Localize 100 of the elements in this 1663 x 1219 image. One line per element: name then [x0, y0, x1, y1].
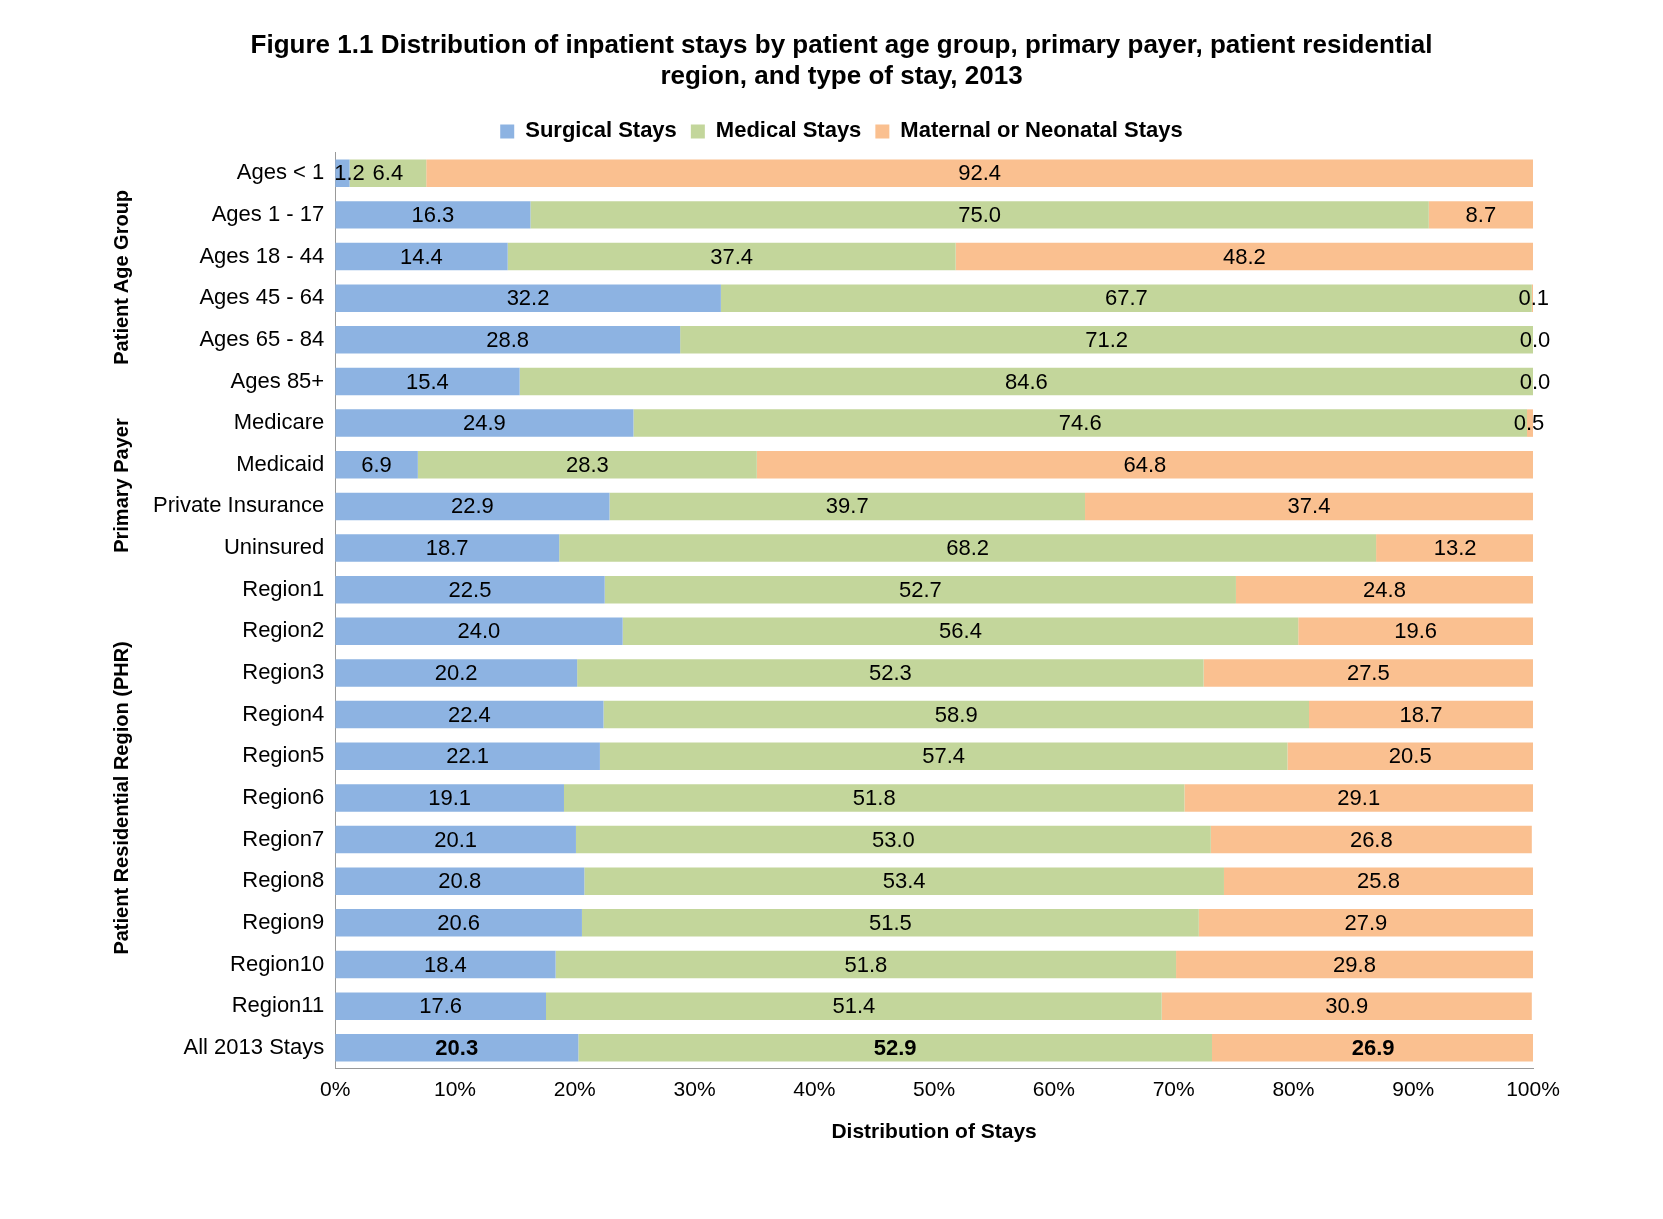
- bar: [546, 992, 1162, 1020]
- data-label: 6.9: [361, 451, 392, 477]
- y-tick-label: Region1: [242, 575, 325, 601]
- y-tick-label: Ages 85+: [230, 367, 325, 393]
- data-label: 26.8: [1349, 826, 1393, 852]
- bar: [335, 950, 556, 979]
- data-label: 48.2: [1222, 243, 1266, 269]
- data-label: 57.4: [922, 743, 966, 769]
- data-label: 20.5: [1388, 743, 1432, 769]
- y-tick-label: Region4: [242, 700, 325, 726]
- data-label: 52.3: [868, 660, 912, 686]
- bar: [581, 909, 1199, 937]
- data-label: 52.7: [898, 576, 942, 602]
- data-label: 26.9: [1351, 1034, 1395, 1060]
- data-label: 53.4: [882, 868, 926, 894]
- data-label: 29.1: [1337, 784, 1381, 810]
- y-tick-label: Region11: [231, 992, 325, 1018]
- text: Patient Age Group: [109, 189, 132, 365]
- y-tick-label: Ages 65 - 84: [199, 325, 325, 351]
- bar: [603, 700, 1310, 729]
- y-tick-label: Region9: [242, 908, 325, 934]
- data-label: 22.4: [447, 701, 491, 727]
- y-tick-label: Medicaid: [236, 450, 325, 476]
- data-label: 68.2: [946, 535, 990, 561]
- bar: [335, 201, 531, 229]
- bar: [578, 1034, 1212, 1062]
- data-label: 29.8: [1333, 951, 1376, 977]
- bar: [335, 659, 578, 687]
- data-label: 24.9: [462, 410, 506, 436]
- data-label: 27.5: [1346, 660, 1390, 686]
- bar: [335, 742, 600, 770]
- x-tick-label: 40%: [793, 1077, 836, 1100]
- data-label: 20.2: [434, 660, 478, 686]
- bar: [1085, 492, 1533, 521]
- legend-label: Medical Stays: [715, 117, 862, 143]
- data-label: 25.8: [1357, 868, 1400, 894]
- data-label: 53.0: [871, 826, 915, 852]
- data-label: 0.0: [1519, 326, 1551, 352]
- bar: [599, 742, 1288, 770]
- data-label: 24.8: [1363, 576, 1406, 602]
- data-label: 24.0: [457, 618, 501, 644]
- data-label: 58.9: [934, 701, 978, 727]
- bar: [1198, 909, 1533, 937]
- data-label: 51.8: [844, 951, 888, 977]
- bar: [1235, 575, 1533, 604]
- data-label: 13.2: [1433, 535, 1477, 561]
- y-tick-label: Region10: [230, 950, 325, 976]
- y-tick-label: Region3: [242, 659, 325, 685]
- bar: [1184, 784, 1533, 812]
- x-tick-label: 70%: [1152, 1077, 1195, 1100]
- bar: [335, 534, 560, 562]
- data-label: 14.4: [400, 243, 443, 269]
- bar: [335, 242, 508, 271]
- bar: [335, 284, 721, 312]
- data-label: 18.4: [423, 951, 467, 977]
- data-label: 51.5: [868, 909, 912, 935]
- y-tick-label: Private Insurance: [153, 492, 325, 518]
- x-tick-label: 20%: [553, 1077, 596, 1100]
- bar: [1376, 534, 1533, 562]
- bar: [577, 659, 1204, 687]
- bar: [335, 867, 585, 895]
- bar: [1176, 950, 1533, 979]
- data-label: 8.7: [1465, 201, 1497, 227]
- bar: [335, 492, 610, 521]
- data-label: 17.6: [419, 993, 463, 1019]
- x-tick-label: 90%: [1392, 1077, 1435, 1100]
- bar: [335, 617, 623, 646]
- x-tick-label: 60%: [1032, 1077, 1075, 1100]
- bar: [622, 617, 1299, 646]
- bar: [756, 451, 1533, 479]
- data-label: 15.4: [406, 368, 449, 394]
- bar: [604, 575, 1236, 604]
- data-label: 37.4: [1287, 493, 1331, 519]
- bar: [335, 825, 576, 854]
- data-label: 18.7: [1399, 701, 1443, 727]
- bar: [530, 201, 1429, 229]
- data-label: 22.1: [446, 743, 489, 769]
- text: Patient Residential Region (PHR): [109, 641, 132, 955]
- data-label: 74.6: [1058, 410, 1102, 436]
- data-label: 51.8: [852, 784, 896, 810]
- bar: [335, 992, 547, 1020]
- data-label: 1.2: [334, 160, 365, 186]
- x-tick-label: 0%: [320, 1077, 351, 1100]
- data-label: 67.7: [1104, 285, 1148, 311]
- data-label: 20.1: [434, 826, 477, 852]
- y-tick-label: Medicare: [233, 409, 325, 435]
- bar: [555, 950, 1177, 979]
- data-label: 28.8: [486, 326, 530, 352]
- chart-title: Figure 1.1 Distribution of inpatient stays by patient age group, primary payer, patient residential region, and type of stay, 2013: [250, 28, 1433, 90]
- bar: [1309, 700, 1533, 729]
- bar: [426, 159, 1533, 187]
- y-tick-label: Region8: [242, 867, 325, 893]
- bar: [335, 367, 520, 396]
- y-tick-label: Region5: [242, 742, 325, 768]
- text: Primary Payer: [109, 418, 132, 553]
- bar: [335, 409, 634, 437]
- y-tick-label: Region2: [242, 617, 325, 643]
- bar: [1428, 201, 1533, 229]
- legend-label: Maternal or Neonatal Stays: [900, 117, 1183, 143]
- x-tick-label: 10%: [433, 1077, 476, 1100]
